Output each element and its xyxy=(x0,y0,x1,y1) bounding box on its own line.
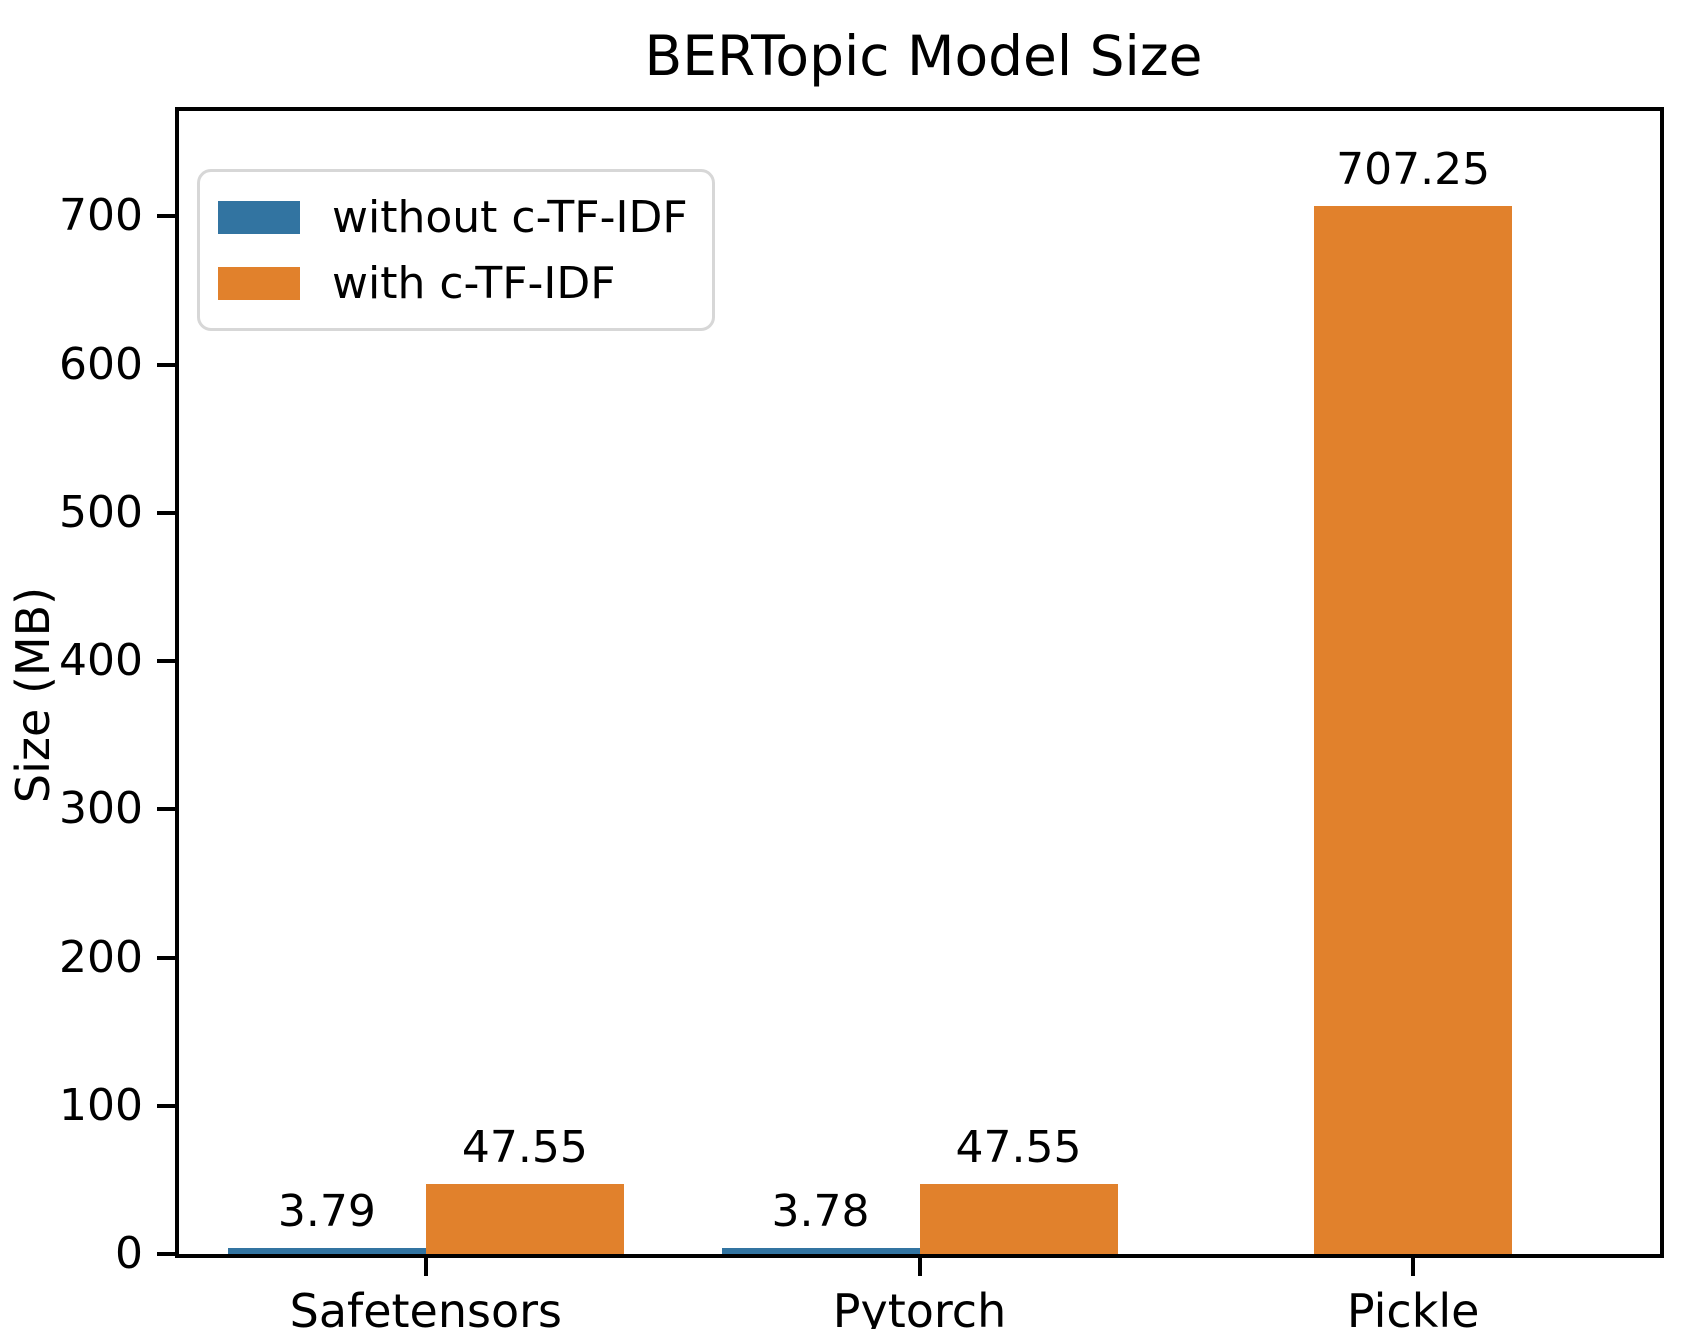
y-axis-label: Size (MB) xyxy=(6,586,60,804)
bar-pytorch-with-c-tf-idf xyxy=(919,1183,1118,1254)
y-tick-label-400: 400 xyxy=(59,635,143,687)
x-tick-label-pickle: Pickle xyxy=(1346,1284,1480,1329)
x-tick-label-pytorch: Pytorch xyxy=(832,1284,1007,1329)
y-tick-mark-100 xyxy=(157,1103,175,1108)
bar-value-label-pytorch-with-c-tf-idf: 47.55 xyxy=(955,1121,1082,1173)
x-tick-mark-pytorch xyxy=(917,1258,922,1276)
y-tick-mark-300 xyxy=(157,807,175,812)
y-tick-label-0: 0 xyxy=(115,1228,143,1279)
legend-swatch-without-c-tf-idf xyxy=(218,200,300,234)
legend-label-without-c-tf-idf: without c-TF-IDF xyxy=(332,191,688,243)
legend-label-with-c-tf-idf: with c-TF-IDF xyxy=(332,257,616,309)
chart-title: BERTopic Model Size xyxy=(644,24,1203,88)
y-tick-label-100: 100 xyxy=(59,1079,143,1131)
bar-safetensors-with-c-tf-idf xyxy=(425,1183,624,1254)
bar-value-label-pickle-with-c-tf-idf: 707.25 xyxy=(1336,143,1491,195)
bar-value-label-safetensors-without-c-tf-idf: 3.79 xyxy=(277,1186,376,1238)
x-tick-label-safetensors: Safetensors xyxy=(289,1284,563,1329)
bar-pytorch-without-c-tf-idf xyxy=(721,1248,920,1254)
y-tick-mark-400 xyxy=(157,659,175,664)
y-tick-mark-600 xyxy=(157,362,175,367)
legend-item-without-c-tf-idf: without c-TF-IDF xyxy=(218,188,688,246)
y-tick-mark-0 xyxy=(157,1252,175,1256)
bar-value-label-safetensors-with-c-tf-idf: 47.55 xyxy=(461,1121,588,1173)
legend: without c-TF-IDF with c-TF-IDF xyxy=(197,169,715,331)
x-tick-mark-safetensors xyxy=(423,1258,428,1276)
y-tick-mark-700 xyxy=(157,214,175,219)
plot-area: without c-TF-IDF with c-TF-IDF 0 100 200 300… xyxy=(59,107,1664,1329)
bar-pickle-with-c-tf-idf xyxy=(1314,205,1513,1254)
y-tick-label-300: 300 xyxy=(59,783,143,835)
y-tick-mark-200 xyxy=(157,955,175,960)
legend-swatch-with-c-tf-idf xyxy=(218,266,300,300)
y-tick-label-200: 200 xyxy=(59,931,143,983)
bar-value-label-pytorch-without-c-tf-idf: 3.78 xyxy=(771,1186,870,1238)
bar-safetensors-without-c-tf-idf xyxy=(227,1248,426,1254)
y-tick-mark-500 xyxy=(157,510,175,515)
y-tick-label-500: 500 xyxy=(59,486,143,538)
y-tick-label-700: 700 xyxy=(59,190,143,242)
y-tick-label-600: 600 xyxy=(59,338,143,390)
x-tick-mark-pickle xyxy=(1411,1258,1416,1276)
legend-item-with-c-tf-idf: with c-TF-IDF xyxy=(218,254,688,312)
